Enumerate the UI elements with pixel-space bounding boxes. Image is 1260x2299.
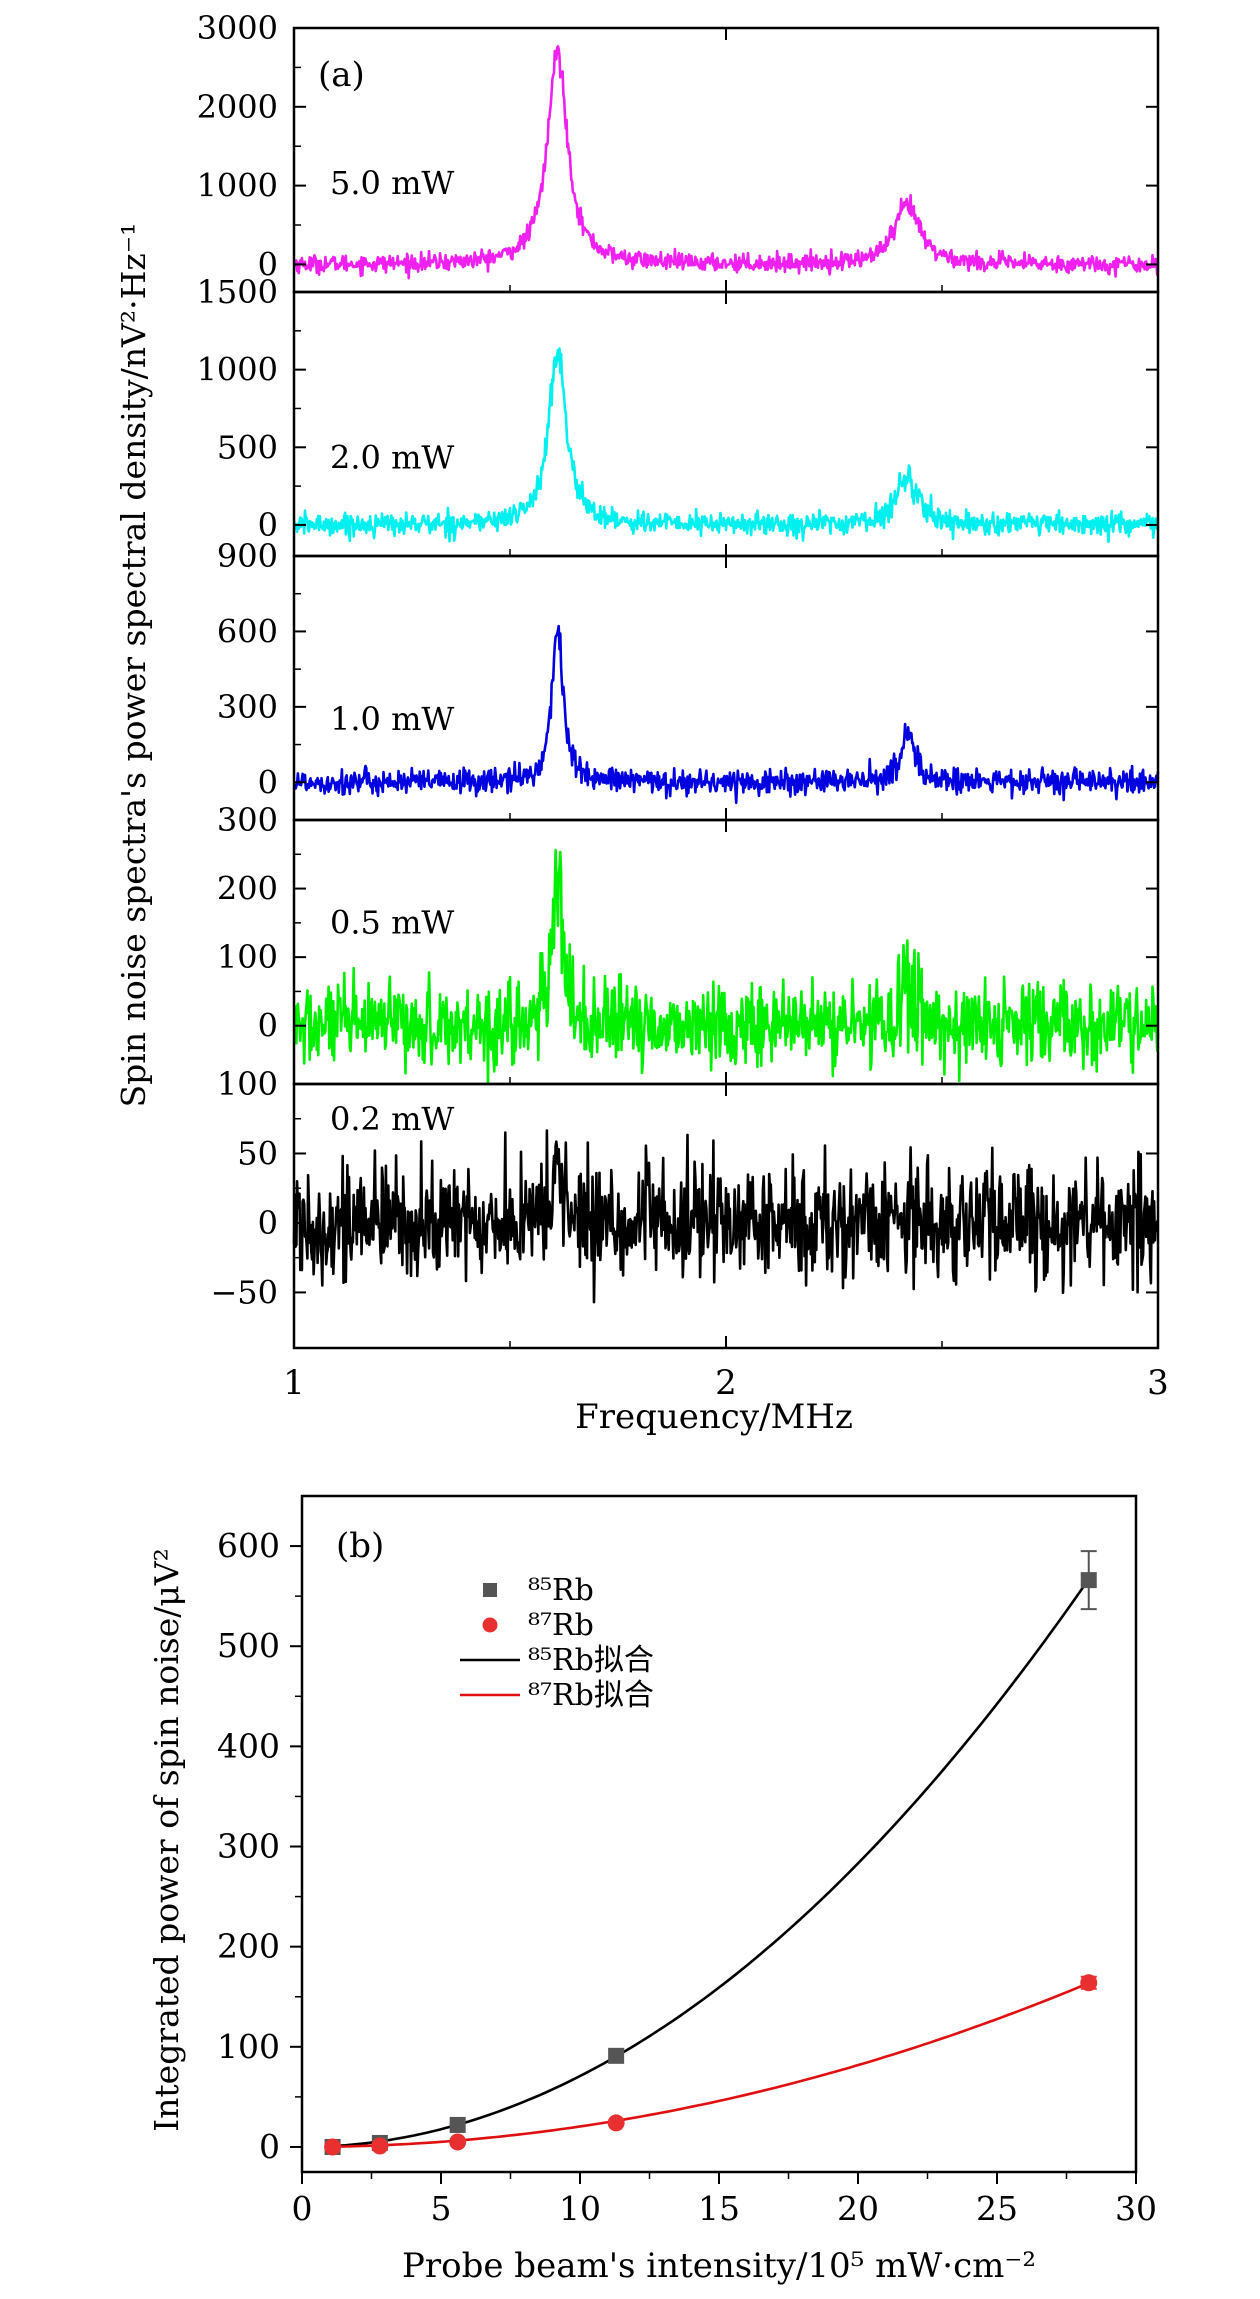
series-line-4: [292, 1129, 1160, 1304]
data-point-1-1: [371, 2137, 389, 2155]
x-tick-label-a-2: 3: [1147, 1363, 1169, 1403]
y-tick-label-4-0: −50: [210, 1273, 278, 1311]
power-label-4: 0.2 mW: [330, 1100, 454, 1138]
data-point-0-4: [1080, 1572, 1097, 1589]
panel-b-label: (b): [336, 1526, 384, 1566]
b-y-tick-label-3: 300: [217, 1827, 280, 1866]
panel-a-x-axis-title: Frequency/MHz: [575, 1397, 853, 1437]
subplot-frame-0: [292, 26, 1160, 294]
b-x-tick-label-0: 0: [292, 2189, 313, 2228]
y-tick-label-3-1: 100: [217, 938, 278, 976]
legend-label-1: ⁸⁷Rb: [528, 1608, 594, 1643]
y-tick-label-0-0: 0: [258, 245, 278, 283]
data-point-0-3: [608, 2047, 625, 2064]
y-tick-label-1-1: 500: [217, 428, 278, 466]
y-tick-label-4-2: 50: [237, 1134, 278, 1172]
series-line-3: [293, 848, 1160, 1086]
series-line-2: [292, 624, 1160, 805]
power-label-0: 5.0 mW: [330, 164, 454, 202]
x-tick-label-a-0: 1: [283, 1363, 305, 1403]
y-tick-label-0-1: 1000: [197, 167, 278, 205]
y-tick-label-4-1: 0: [258, 1204, 278, 1242]
data-point-0-2: [449, 2116, 466, 2133]
y-tick-label-0-2: 2000: [197, 88, 278, 126]
subplot-1: 0 500 1000 1500 2.0 mW: [197, 273, 1160, 558]
power-label-3: 0.5 mW: [330, 904, 454, 942]
b-x-tick-label-5: 25: [976, 2189, 1018, 2228]
b-y-tick-label-4: 400: [217, 1726, 280, 1765]
subplot-0: 0 1000 2000 3000 5.0 mW: [197, 9, 1160, 294]
subplot-2: 0 300 600 900 1.0 mW: [217, 537, 1160, 822]
power-label-2: 1.0 mW: [330, 700, 454, 738]
b-x-tick-label-6: 30: [1115, 2189, 1157, 2228]
panel-b-x-axis-title: Probe beam's intensity/10⁵ mW·cm⁻²: [402, 2246, 1036, 2286]
fit-line-2: [332, 1578, 1090, 2148]
legend-symbol-0: [483, 1583, 497, 1597]
b-y-tick-label-5: 500: [217, 1626, 280, 1665]
b-x-tick-label-3: 15: [698, 2189, 740, 2228]
y-tick-label-1-0: 0: [258, 506, 278, 544]
panel-b-frame: [300, 1494, 1138, 2174]
legend-label-2: ⁸⁵Rb拟合: [528, 1643, 654, 1678]
b-x-tick-label-4: 20: [837, 2189, 879, 2228]
panel-a-label: (a): [318, 55, 365, 95]
y-tick-label-3-0: 0: [258, 1007, 278, 1045]
panel-b-y-axis-title: Integrated power of spin noise/μV²: [147, 1548, 186, 2132]
y-tick-label-2-2: 600: [217, 612, 278, 650]
b-y-tick-label-0: 0: [259, 2127, 280, 2166]
fit-line-3: [332, 1981, 1090, 2148]
legend-symbol-1: [482, 1617, 498, 1633]
data-point-1-3: [607, 2114, 625, 2132]
data-point-1-2: [449, 2133, 467, 2151]
y-tick-label-3-2: 200: [217, 870, 278, 908]
b-y-tick-label-2: 200: [217, 1927, 280, 1966]
data-point-1-0: [324, 2138, 342, 2156]
subplot-4: −50 0 50 100 0.2 mW: [210, 1065, 1160, 1350]
b-x-tick-label-2: 10: [559, 2189, 601, 2228]
series-line-0: [292, 45, 1160, 280]
b-y-tick-label-6: 600: [217, 1526, 280, 1565]
power-label-1: 2.0 mW: [330, 439, 454, 477]
legend-label-0: ⁸⁵Rb: [528, 1573, 594, 1608]
b-x-tick-label-1: 5: [431, 2189, 452, 2228]
legend-label-3: ⁸⁷Rb拟合: [528, 1678, 654, 1713]
subplot-3: 0 100 200 300 0.5 mW: [217, 801, 1160, 1086]
x-tick-label-a-1: 2: [715, 1363, 737, 1403]
y-tick-label-3-3: 300: [217, 801, 278, 839]
y-tick-label-4-3: 100: [217, 1065, 278, 1103]
y-tick-label-0-3: 3000: [197, 9, 278, 47]
series-line-1: [292, 347, 1160, 544]
y-tick-label-2-3: 900: [217, 537, 278, 575]
y-tick-label-1-2: 1000: [197, 351, 278, 389]
data-point-1-4: [1080, 1974, 1098, 1992]
y-tick-label-2-0: 0: [258, 763, 278, 801]
panel-a-y-axis-title: Spin noise spectra's power spectral dens…: [114, 223, 153, 1108]
y-tick-label-1-3: 1500: [197, 273, 278, 311]
b-y-tick-label-1: 100: [217, 2027, 280, 2066]
y-tick-label-2-1: 300: [217, 688, 278, 726]
